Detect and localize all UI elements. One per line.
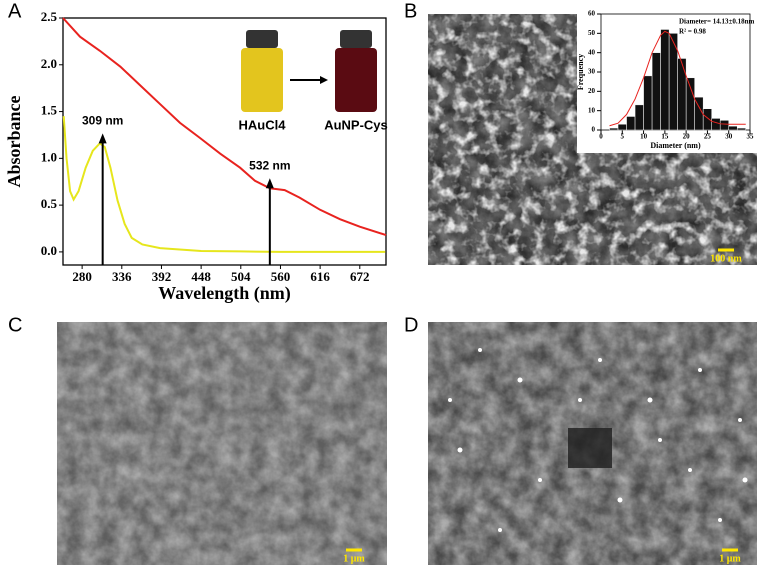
x-tick-label: 15 (661, 133, 669, 141)
y-tick-label: 1.0 (41, 149, 57, 164)
y-tick-label: 0 (592, 126, 596, 134)
x-tick-label: 336 (112, 269, 132, 284)
x-tick-label: 0 (599, 133, 603, 141)
bar (626, 116, 636, 131)
y-tick-label: 10 (588, 106, 596, 114)
sem-image-d: 1 μm (428, 322, 757, 565)
x-tick-label: 30 (725, 133, 733, 141)
plot-frame (62, 17, 387, 266)
series-line (62, 17, 387, 237)
y-tick-label: 40 (588, 48, 596, 56)
y-tick-label: 0.0 (41, 243, 57, 258)
bar (634, 104, 644, 131)
y-tick-label: 30 (588, 68, 596, 76)
fit-curve (609, 30, 746, 127)
x-tick-label: 5 (621, 133, 625, 141)
bar (651, 52, 661, 131)
bar (609, 127, 619, 131)
panel-label: B (404, 0, 417, 22)
panel-label: A (8, 0, 22, 22)
x-axis-label: Wavelength (nm) (158, 283, 291, 304)
x-tick-label: 392 (152, 269, 172, 284)
sem-image-c: 1 μm (57, 322, 387, 565)
panel-label: C (8, 314, 22, 336)
bar (643, 75, 653, 131)
arrow-head (98, 133, 107, 144)
scale-bar-label: 100 nm (710, 253, 742, 264)
annotation: R² = 0.98 (679, 28, 706, 36)
x-tick-label: 448 (191, 269, 211, 284)
bar (702, 108, 712, 131)
bar (728, 125, 738, 131)
x-tick-label: 616 (310, 269, 330, 284)
bar (617, 123, 627, 131)
x-tick-label: 25 (704, 133, 712, 141)
y-tick-label: 2.0 (41, 56, 57, 71)
x-tick-label: 35 (747, 133, 755, 141)
bar (719, 120, 729, 131)
y-tick-label: 60 (588, 10, 596, 18)
bar (677, 58, 687, 131)
panel-label: D (404, 314, 418, 336)
x-tick-label: 10 (640, 133, 648, 141)
scale-bar-label: 1 μm (343, 553, 365, 564)
x-tick-label: 560 (271, 269, 291, 284)
y-tick-label: 50 (588, 29, 596, 37)
y-tick-label: 1.5 (41, 103, 58, 118)
vial-label: AuNP-Cys (324, 117, 388, 132)
vial-photo: HAuCl4 AuNP-Cys (239, 30, 388, 132)
x-tick-label: 672 (350, 269, 370, 284)
sem-image-b: 100 nm (428, 6, 758, 265)
vial-label: HAuCl4 (239, 117, 287, 132)
y-tick-label: 2.5 (41, 9, 58, 24)
bar (685, 77, 695, 131)
bar (711, 118, 721, 131)
bar (736, 127, 746, 131)
y-tick-label: 0.5 (41, 196, 58, 211)
y-axis-label: Frequency (576, 54, 585, 90)
x-tick-label: 20 (683, 133, 691, 141)
series-line (62, 116, 386, 253)
y-axis-label: Absorbance (4, 95, 24, 187)
annotation: 309 nm (82, 114, 123, 128)
x-axis-label: Diameter (nm) (650, 141, 701, 150)
annotation: 532 nm (249, 158, 290, 172)
annotation: Diameter= 14.13±0.18nm (679, 18, 754, 26)
x-tick-label: 504 (231, 269, 251, 284)
bar (660, 29, 670, 131)
y-tick-label: 20 (588, 87, 596, 95)
scale-bar-label: 1 μm (719, 553, 741, 564)
arrow-head (265, 178, 274, 189)
x-tick-label: 280 (72, 269, 92, 284)
